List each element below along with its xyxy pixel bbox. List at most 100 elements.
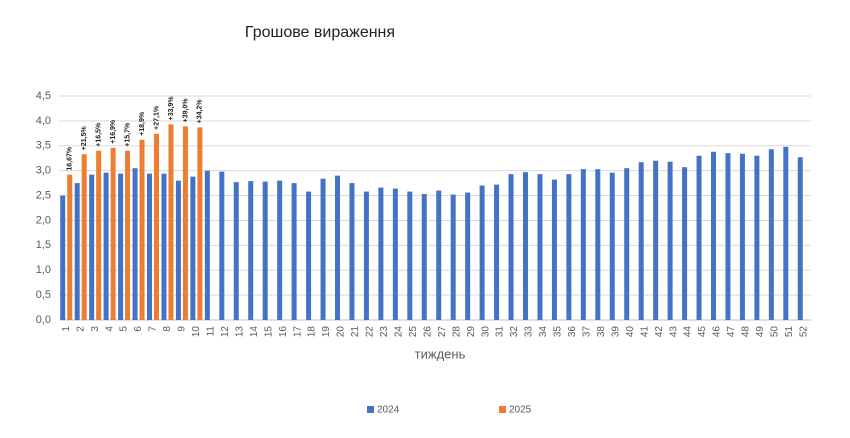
bar xyxy=(595,169,601,320)
bar xyxy=(277,180,283,320)
bar xyxy=(407,191,413,320)
bar xyxy=(182,126,188,320)
bar xyxy=(89,174,95,320)
bar xyxy=(725,153,731,320)
bar xyxy=(638,162,644,320)
x-tick-label: 48 xyxy=(741,326,752,338)
bar xyxy=(168,124,174,320)
bar-annotation: +27,1% xyxy=(153,105,160,130)
x-tick-label: 34 xyxy=(538,326,549,338)
bar-annotation: +16,9% xyxy=(110,119,117,144)
legend-label: 2025 xyxy=(509,405,532,416)
bar xyxy=(197,127,203,320)
x-tick-label: 38 xyxy=(596,326,607,338)
bar xyxy=(110,147,116,320)
bar xyxy=(67,174,73,320)
bar xyxy=(147,173,152,320)
x-tick-label: 50 xyxy=(769,326,780,338)
x-tick-label: 26 xyxy=(422,326,433,338)
x-tick-label: 1 xyxy=(61,326,72,332)
bar xyxy=(653,160,659,320)
x-tick-label: 42 xyxy=(654,326,665,338)
x-tick-label: 40 xyxy=(625,326,636,338)
bar xyxy=(450,194,456,320)
x-tick-label: 11 xyxy=(205,326,216,337)
x-tick-label: 8 xyxy=(162,326,173,332)
bar xyxy=(349,183,355,320)
bar xyxy=(262,181,268,320)
x-tick-label: 24 xyxy=(393,326,404,338)
x-tick-label: 23 xyxy=(379,326,390,338)
bar-annotation: +16,5% xyxy=(95,122,102,147)
x-tick-label: 30 xyxy=(480,326,491,338)
bar-annotation: +39,0% xyxy=(182,98,189,123)
bar xyxy=(190,176,196,320)
x-tick-label: 46 xyxy=(712,326,723,338)
x-tick-label: 16 xyxy=(278,326,289,338)
x-tick-label: 31 xyxy=(495,326,506,338)
bar xyxy=(118,173,124,320)
chart-title: Грошове вираження xyxy=(245,24,395,41)
x-tick-label: 36 xyxy=(567,326,578,338)
bar xyxy=(96,150,102,320)
x-tick-label: 3 xyxy=(90,326,101,332)
bar-annotation: 16,67% xyxy=(67,146,74,171)
x-tick-label: 10 xyxy=(191,326,202,338)
x-tick-label: 45 xyxy=(697,326,708,338)
x-tick-label: 51 xyxy=(784,326,795,338)
x-tick-label: 17 xyxy=(292,326,303,338)
x-tick-label: 19 xyxy=(321,326,332,338)
bar xyxy=(175,180,181,320)
y-tick-label: 2,0 xyxy=(36,214,51,226)
bar xyxy=(392,188,398,320)
bar-annotation: +18,9% xyxy=(139,111,146,136)
bar xyxy=(421,194,427,320)
bar xyxy=(335,175,340,320)
legend-swatch xyxy=(367,406,374,413)
bar xyxy=(609,172,615,320)
bar xyxy=(624,168,630,320)
x-tick-label: 21 xyxy=(350,326,361,338)
legend-swatch xyxy=(499,406,506,413)
bar xyxy=(696,155,702,320)
y-tick-label: 0,0 xyxy=(36,314,51,326)
y-tick-label: 0,5 xyxy=(36,289,51,301)
x-tick-label: 5 xyxy=(119,326,130,332)
x-tick-label: 12 xyxy=(220,326,231,338)
bar xyxy=(139,139,145,320)
bar xyxy=(537,174,543,320)
bar xyxy=(154,133,159,320)
bar xyxy=(682,167,688,320)
x-tick-label: 35 xyxy=(553,326,564,338)
bar xyxy=(320,178,326,320)
bar xyxy=(219,171,225,320)
bar xyxy=(768,149,774,320)
bar xyxy=(306,191,312,320)
bar-annotation: +15,7% xyxy=(124,122,131,147)
x-tick-label: 33 xyxy=(524,326,535,338)
bar xyxy=(248,181,254,320)
y-tick-label: 1,5 xyxy=(36,239,51,251)
bar xyxy=(739,153,745,320)
legend-label: 2024 xyxy=(377,405,400,416)
x-tick-label: 9 xyxy=(177,326,188,332)
bar-annotation: +33,9% xyxy=(168,96,175,121)
bar xyxy=(711,151,716,320)
x-tick-label: 6 xyxy=(133,326,144,332)
x-tick-label: 49 xyxy=(755,326,766,338)
x-tick-label: 43 xyxy=(668,326,679,338)
bar xyxy=(363,191,369,320)
x-tick-label: 14 xyxy=(249,326,260,338)
x-tick-label: 20 xyxy=(336,326,347,338)
y-tick-label: 4,5 xyxy=(36,90,51,102)
x-tick-label: 32 xyxy=(509,326,520,338)
y-tick-label: 2,5 xyxy=(36,189,51,201)
bar xyxy=(204,170,210,320)
x-tick-label: 29 xyxy=(466,326,477,338)
x-tick-label: 7 xyxy=(148,326,159,332)
bar xyxy=(523,172,528,320)
x-tick-label: 37 xyxy=(581,326,592,338)
bar-annotation: +34,2% xyxy=(197,99,204,124)
x-tick-label: 44 xyxy=(683,326,694,338)
